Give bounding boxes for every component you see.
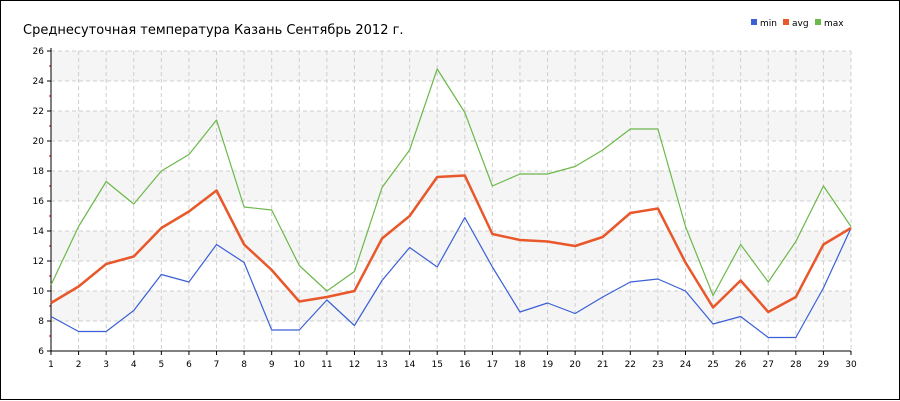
x-tick-label: 4 bbox=[131, 360, 137, 370]
x-tick-label: 28 bbox=[790, 360, 802, 370]
y-tick-label: 10 bbox=[33, 287, 45, 297]
plot-bands bbox=[51, 51, 851, 321]
x-tick-label: 30 bbox=[845, 360, 857, 370]
y-tick-label: 26 bbox=[33, 47, 45, 57]
series-line-min bbox=[50, 216, 852, 339]
x-tick-label: 2 bbox=[76, 360, 82, 370]
x-tick-label: 7 bbox=[214, 360, 220, 370]
x-tick-label: 10 bbox=[294, 360, 306, 370]
x-tick-label: 13 bbox=[376, 360, 387, 370]
plot-band bbox=[51, 231, 851, 261]
x-tick-label: 14 bbox=[404, 360, 416, 370]
series-line-avg bbox=[50, 174, 852, 314]
legend-label-max: max bbox=[824, 19, 844, 29]
x-tick-label: 12 bbox=[349, 360, 360, 370]
y-tick-label: 22 bbox=[33, 107, 44, 117]
y-tick-label: 18 bbox=[33, 167, 45, 177]
x-tick-label: 11 bbox=[321, 360, 332, 370]
x-tick-label: 9 bbox=[269, 360, 275, 370]
y-tick-label: 24 bbox=[33, 77, 45, 87]
y-tick-labels: 6 8 10 12 14 16 18 20 22 24 26 bbox=[33, 47, 45, 357]
x-tick-label: 6 bbox=[186, 360, 192, 370]
y-tick-label: 16 bbox=[33, 197, 45, 207]
x-tick-label: 26 bbox=[735, 360, 747, 370]
y-tick-label: 12 bbox=[33, 257, 44, 267]
x-tick-label: 16 bbox=[459, 360, 471, 370]
x-tick-label: 27 bbox=[763, 360, 774, 370]
x-tick-label: 3 bbox=[103, 360, 109, 370]
x-tick-label: 24 bbox=[680, 360, 692, 370]
x-tick-label: 18 bbox=[514, 360, 526, 370]
x-tick-label: 22 bbox=[625, 360, 636, 370]
y-tick-label: 8 bbox=[38, 317, 44, 327]
x-tick-label: 20 bbox=[569, 360, 581, 370]
axes bbox=[47, 48, 852, 355]
legend: min avg max bbox=[751, 19, 844, 29]
x-tick-label: 17 bbox=[487, 360, 498, 370]
legend-swatch-avg bbox=[783, 19, 789, 25]
legend-swatch-min bbox=[751, 19, 757, 25]
chart-title: Среднесуточная температура Казань Сентяб… bbox=[23, 23, 404, 38]
y-tick-label: 20 bbox=[33, 137, 45, 147]
plot-band bbox=[51, 51, 851, 81]
x-tick-label: 25 bbox=[707, 360, 718, 370]
x-tick-label: 29 bbox=[818, 360, 830, 370]
series-lines bbox=[50, 68, 852, 339]
grid-lines bbox=[51, 50, 852, 351]
x-tick-label: 15 bbox=[431, 360, 442, 370]
x-tick-label: 19 bbox=[542, 360, 554, 370]
x-tick-label: 5 bbox=[158, 360, 164, 370]
x-tick-label: 21 bbox=[597, 360, 608, 370]
plot-band bbox=[51, 291, 851, 321]
series-line-max bbox=[50, 68, 852, 297]
x-tick-label: 1 bbox=[48, 360, 54, 370]
x-tick-labels: 1 2 3 4 5 6 7 8 9 10 11 12 13 14 15 16 17 18 19 20 21 22 23 24 2… bbox=[48, 360, 857, 370]
legend-label-min: min bbox=[760, 19, 777, 29]
x-tick-label: 23 bbox=[652, 360, 663, 370]
legend-swatch-max bbox=[815, 19, 821, 25]
y-tick-label: 6 bbox=[38, 347, 44, 357]
plot-band bbox=[51, 111, 851, 141]
y-tick-label: 14 bbox=[33, 227, 45, 237]
x-tick-label: 8 bbox=[241, 360, 247, 370]
legend-label-avg: avg bbox=[792, 19, 809, 29]
